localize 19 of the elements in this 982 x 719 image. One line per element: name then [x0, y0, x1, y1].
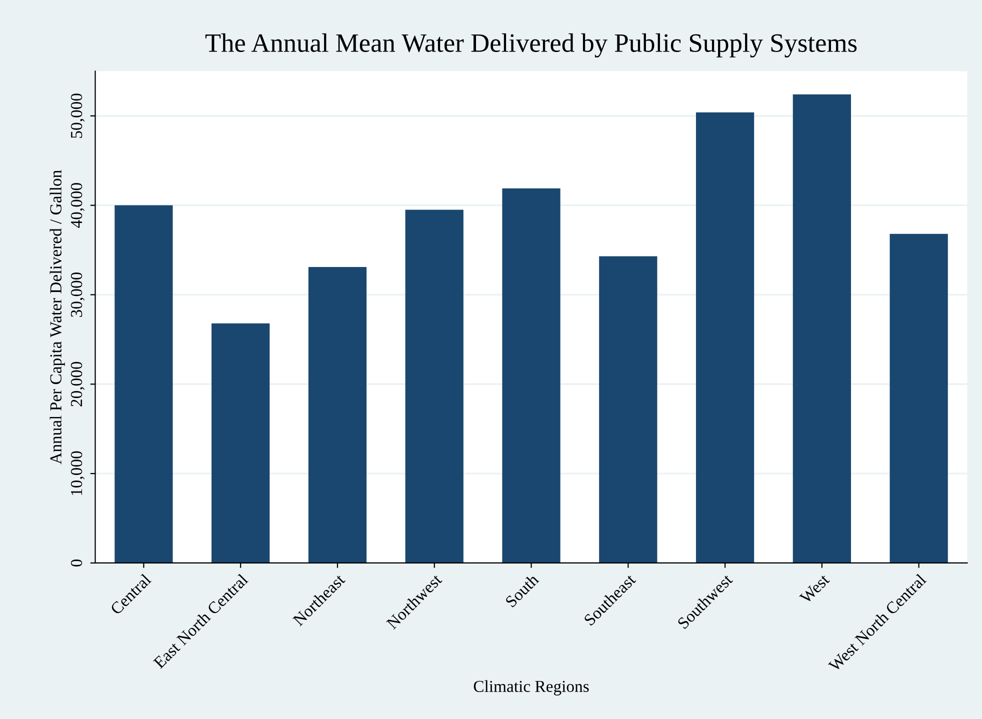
bar	[890, 234, 948, 563]
bar	[405, 210, 464, 563]
y-tick-label: 40,000	[70, 183, 85, 228]
bar	[599, 256, 658, 563]
y-tick-label: 0	[70, 559, 82, 567]
y-tick-label: 30,000	[70, 272, 85, 317]
bar	[792, 94, 851, 563]
bar	[308, 267, 367, 563]
x-tick-label: West	[799, 573, 830, 604]
bar	[696, 112, 754, 563]
y-tick-label: 10,000	[70, 451, 85, 496]
y-tick-label: 50,000	[70, 94, 85, 138]
bar	[212, 323, 270, 563]
x-axis-title: Climatic Regions	[474, 680, 589, 696]
bar	[114, 205, 173, 563]
y-tick-label: 20,000	[70, 362, 85, 406]
bar	[502, 188, 560, 563]
y-axis-title: Annual Per Capita Water Delivered / Gallon	[50, 170, 65, 464]
chart-title: The Annual Mean Water Delivered by Public Supply Systems	[205, 33, 857, 58]
